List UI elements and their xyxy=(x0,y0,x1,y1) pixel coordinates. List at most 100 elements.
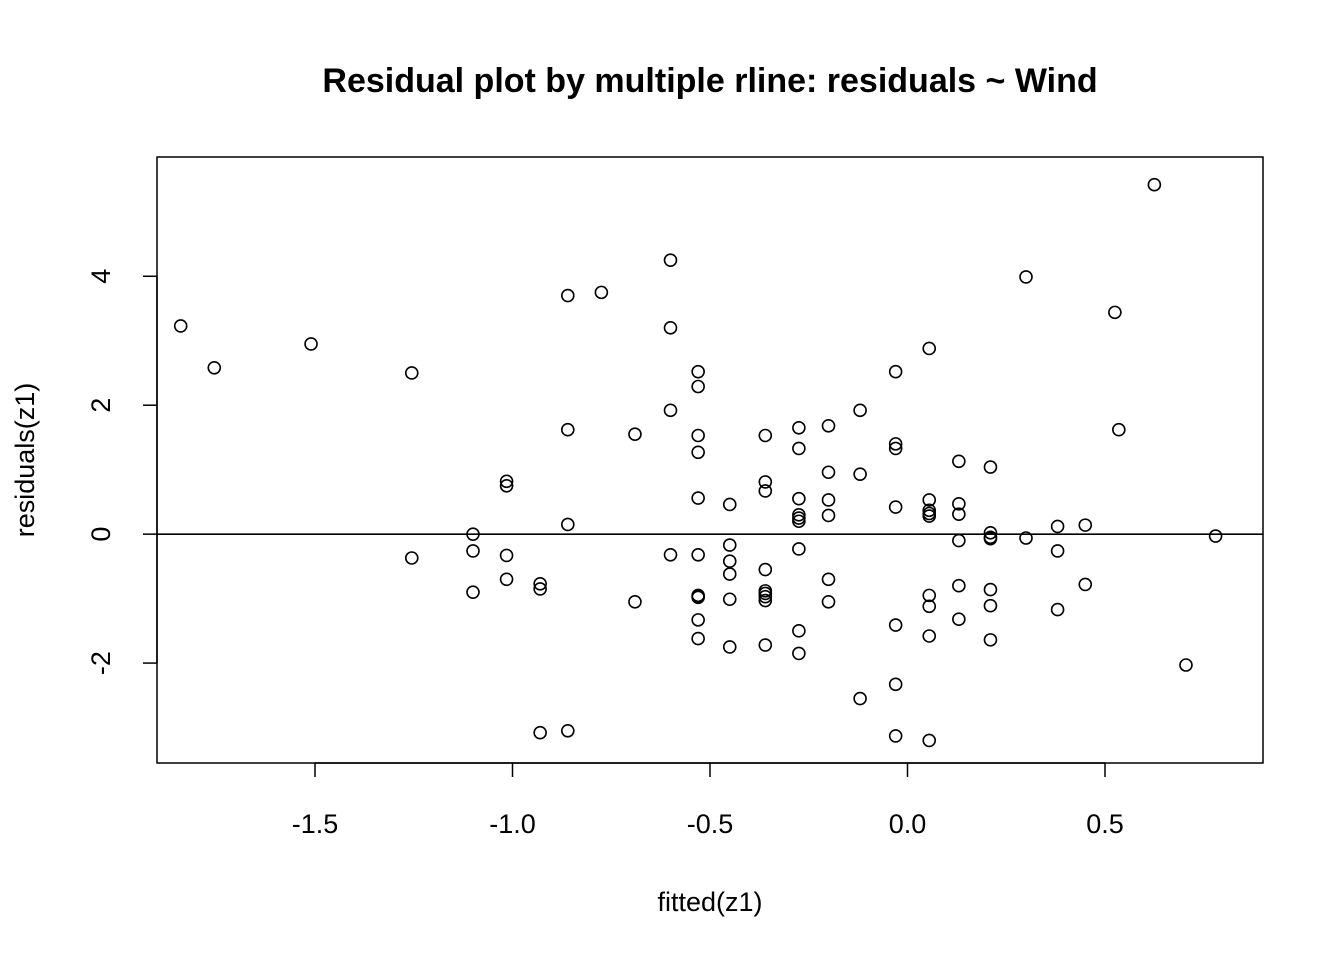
data-point xyxy=(691,631,705,646)
data-point xyxy=(663,253,678,267)
data-point xyxy=(1147,177,1162,192)
data-point xyxy=(499,572,514,587)
data-point xyxy=(1112,422,1126,437)
x-tick-label: -0.5 xyxy=(687,809,734,839)
data-point xyxy=(952,578,966,593)
data-point xyxy=(1078,518,1093,532)
data-point xyxy=(560,422,575,437)
data-point xyxy=(853,467,867,481)
data-point xyxy=(952,507,966,521)
data-point xyxy=(792,441,806,456)
data-point xyxy=(691,379,705,394)
data-point xyxy=(922,629,937,643)
data-point xyxy=(758,484,773,498)
data-point xyxy=(983,598,998,613)
data-point xyxy=(758,428,773,443)
y-axis-ticks: -2 0 2 4 xyxy=(86,269,157,675)
data-point xyxy=(533,725,547,740)
data-point xyxy=(922,599,937,614)
data-point xyxy=(983,633,998,647)
data-point xyxy=(758,593,773,608)
data-point xyxy=(173,319,188,333)
data-point xyxy=(952,497,966,511)
data-point xyxy=(792,624,806,638)
data-point xyxy=(792,514,806,529)
data-point xyxy=(888,437,903,451)
x-tick-label: -1.5 xyxy=(292,809,339,839)
data-point xyxy=(888,364,903,379)
data-point xyxy=(466,544,480,558)
data-point xyxy=(983,531,998,546)
data-point xyxy=(1050,544,1065,558)
data-point xyxy=(304,337,318,351)
data-point xyxy=(722,538,737,552)
data-point xyxy=(594,285,609,300)
data-point xyxy=(758,586,773,601)
data-point xyxy=(821,508,836,523)
data-point xyxy=(983,582,998,597)
data-point xyxy=(722,497,737,512)
x-tick-label: 0.0 xyxy=(889,809,927,839)
data-point xyxy=(691,613,705,627)
y-axis-label: residuals(z1) xyxy=(10,383,40,538)
data-point xyxy=(1050,602,1065,617)
data-point xyxy=(691,590,705,605)
data-point xyxy=(691,445,705,460)
data-point xyxy=(792,491,806,506)
data-point xyxy=(888,618,903,632)
data-point xyxy=(983,526,998,540)
data-point xyxy=(853,691,867,706)
data-point xyxy=(499,474,514,489)
x-tick-label: -1.0 xyxy=(489,809,536,839)
plot-frame xyxy=(156,156,1264,764)
data-point xyxy=(1019,531,1033,545)
data-point xyxy=(758,562,773,577)
data-point xyxy=(888,677,903,692)
data-point xyxy=(792,420,806,435)
data-point xyxy=(404,551,419,565)
data-point xyxy=(758,638,773,652)
data-point xyxy=(952,454,966,469)
data-point xyxy=(722,554,737,569)
data-point xyxy=(888,729,903,743)
data-point xyxy=(560,517,575,532)
data-point xyxy=(821,572,836,587)
data-point xyxy=(821,493,836,507)
data-point xyxy=(1179,658,1193,672)
data-point xyxy=(792,542,806,556)
data-point xyxy=(952,533,966,548)
data-point xyxy=(922,493,937,507)
y-tick-label: -2 xyxy=(86,651,116,675)
data-point xyxy=(663,547,678,562)
data-point xyxy=(1019,270,1033,284)
data-point xyxy=(404,366,419,380)
data-point xyxy=(922,733,937,748)
data-point xyxy=(466,585,480,599)
data-point xyxy=(663,321,678,335)
data-point xyxy=(560,723,575,738)
data-point xyxy=(628,427,642,442)
data-point xyxy=(821,465,836,480)
data-point xyxy=(888,500,903,514)
x-tick-label: 0.5 xyxy=(1086,809,1124,839)
data-point xyxy=(722,567,737,581)
data-point xyxy=(691,428,705,443)
data-point xyxy=(1078,577,1093,592)
y-tick-label: 2 xyxy=(86,398,116,413)
data-point xyxy=(533,576,547,591)
data-point xyxy=(628,595,642,609)
data-point xyxy=(922,588,937,603)
data-point xyxy=(1050,519,1065,534)
data-point xyxy=(499,548,514,563)
data-point xyxy=(792,646,806,661)
data-point xyxy=(792,507,806,522)
data-point xyxy=(691,491,705,505)
data-point xyxy=(466,527,480,541)
data-point xyxy=(1208,529,1223,543)
data-point xyxy=(560,288,575,303)
data-point xyxy=(499,478,514,493)
data-point xyxy=(722,592,737,607)
data-point xyxy=(758,475,773,489)
data-point xyxy=(792,511,806,525)
